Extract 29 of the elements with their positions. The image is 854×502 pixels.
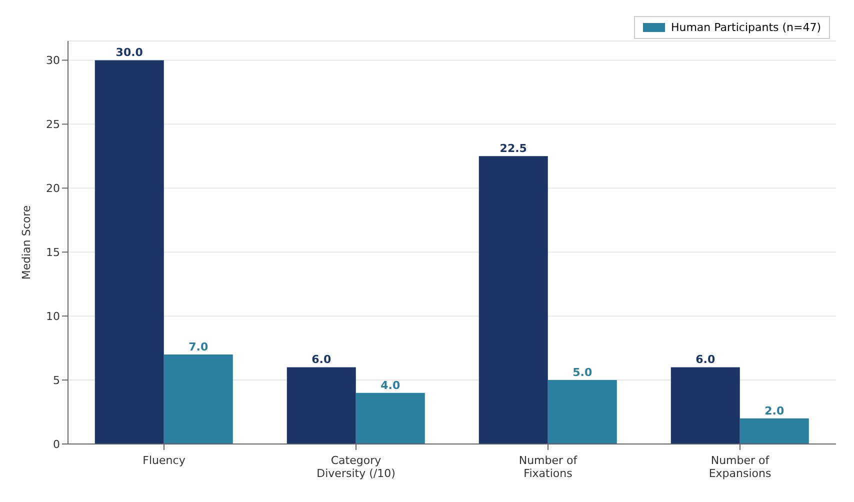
bar	[286, 367, 356, 444]
data-label: 22.5	[500, 142, 527, 156]
y-tick-label: 15	[46, 246, 60, 259]
y-axis-title: Median Score	[20, 205, 33, 280]
bar	[478, 156, 548, 444]
y-tick-label: 10	[46, 310, 60, 323]
data-label: 2.0	[764, 404, 784, 418]
data-label: 6.0	[312, 353, 332, 366]
data-label: 4.0	[380, 378, 400, 392]
bar	[548, 380, 617, 444]
x-tick-label: Category Diversity (/10)	[316, 454, 396, 480]
bar	[164, 354, 233, 444]
y-tick-label: 0	[53, 438, 60, 451]
bar	[740, 418, 809, 444]
x-tick-label: Number of Expansions	[708, 454, 772, 480]
y-tick-label: 20	[46, 182, 60, 196]
legend-label: Human Participants (n=47)	[670, 21, 821, 34]
data-label: 5.0	[572, 366, 592, 380]
x-tick-label: Number of Fixations	[518, 454, 578, 480]
y-tick-label: 25	[46, 118, 60, 132]
data-label: 7.0	[188, 340, 208, 354]
y-tick-label: 30	[46, 54, 60, 68]
y-tick-label: 5	[53, 374, 60, 387]
bar	[356, 392, 425, 444]
data-label: 30.0	[116, 46, 144, 60]
data-label: 6.0	[696, 353, 716, 366]
bar	[94, 60, 164, 444]
bar	[670, 367, 740, 444]
x-tick-label: Fluency	[142, 454, 186, 467]
